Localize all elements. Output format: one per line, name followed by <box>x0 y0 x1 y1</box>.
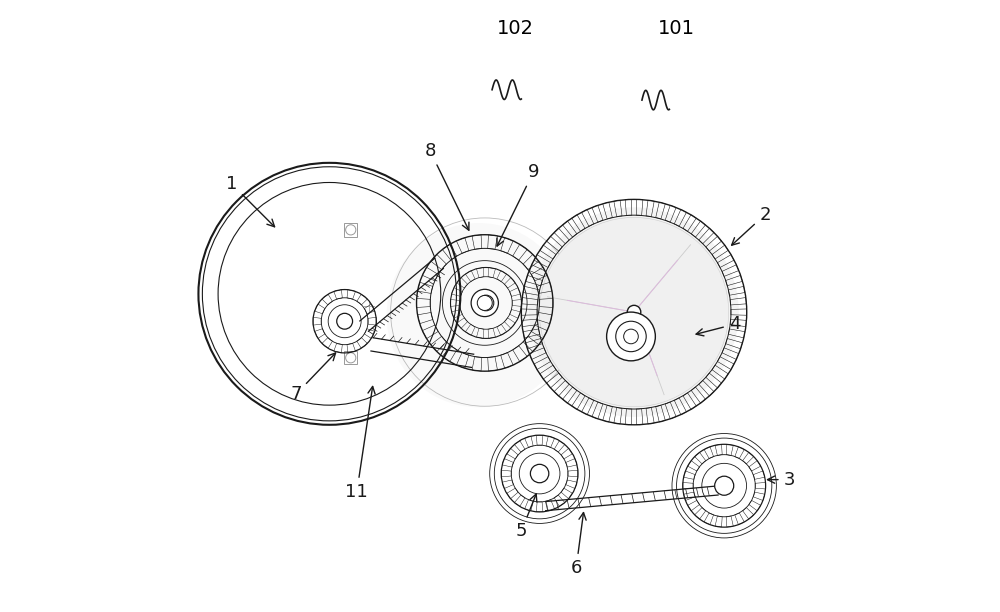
Text: 2: 2 <box>732 206 771 245</box>
Circle shape <box>477 296 492 310</box>
Text: 6: 6 <box>570 513 586 577</box>
Text: 102: 102 <box>497 20 534 39</box>
Text: 101: 101 <box>658 20 695 39</box>
Circle shape <box>529 207 739 417</box>
Circle shape <box>624 329 638 344</box>
Circle shape <box>337 313 353 329</box>
Text: 3: 3 <box>768 471 795 488</box>
Circle shape <box>616 321 646 352</box>
Text: 8: 8 <box>424 141 469 230</box>
Text: 5: 5 <box>516 494 537 540</box>
Text: 9: 9 <box>497 163 539 246</box>
Circle shape <box>627 305 641 319</box>
Text: 11: 11 <box>345 386 375 501</box>
Circle shape <box>530 465 549 483</box>
Text: 7: 7 <box>290 353 336 403</box>
Circle shape <box>387 223 571 407</box>
Circle shape <box>607 312 655 361</box>
Circle shape <box>478 295 494 311</box>
Circle shape <box>715 476 734 495</box>
Circle shape <box>475 293 494 313</box>
Text: 4: 4 <box>696 315 740 336</box>
Text: 1: 1 <box>226 175 275 227</box>
Circle shape <box>471 289 498 316</box>
Circle shape <box>539 217 729 407</box>
